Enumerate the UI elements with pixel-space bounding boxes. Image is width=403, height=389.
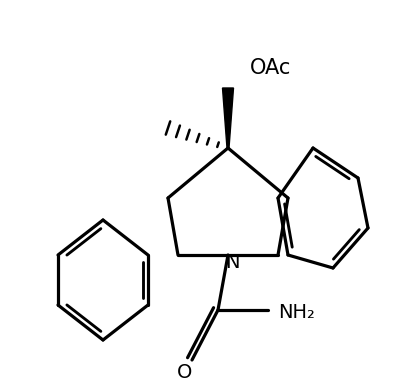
Text: O: O: [177, 363, 193, 382]
Text: OAc: OAc: [250, 58, 291, 78]
Text: NH₂: NH₂: [278, 303, 315, 322]
Text: N: N: [225, 252, 239, 272]
Polygon shape: [222, 88, 233, 148]
